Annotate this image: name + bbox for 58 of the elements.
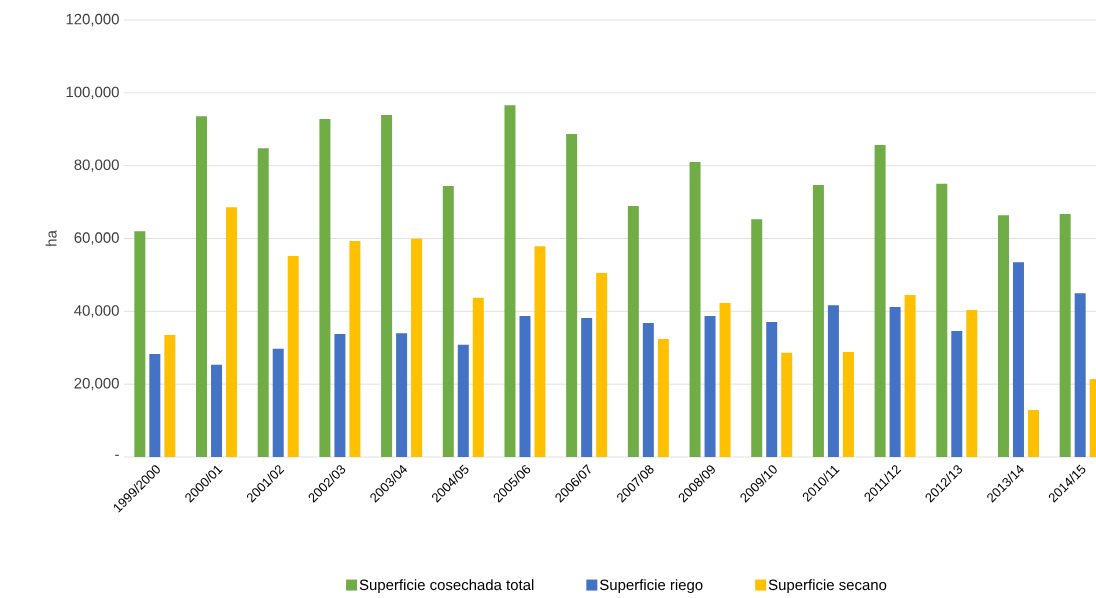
bar — [812, 184, 824, 457]
bar — [381, 115, 393, 457]
bar — [689, 162, 701, 457]
bar — [966, 309, 978, 457]
legend-label: Superficie secano — [768, 579, 887, 594]
y-tick-label: 120,000 — [66, 13, 119, 27]
bar — [951, 331, 963, 457]
bar — [627, 206, 639, 457]
bar — [566, 133, 578, 457]
bar — [751, 219, 763, 457]
bar — [936, 183, 948, 457]
bar — [257, 148, 269, 457]
bar — [211, 364, 223, 457]
bar — [904, 294, 916, 457]
bar — [1012, 262, 1024, 457]
bar — [504, 105, 516, 457]
bar — [1027, 410, 1039, 457]
y-axis-title: ha — [45, 230, 57, 246]
bar — [704, 316, 716, 457]
bar — [534, 246, 546, 457]
y-tick-label: 100,000 — [66, 86, 119, 99]
bar — [196, 116, 208, 457]
bar — [457, 344, 469, 457]
bar — [272, 348, 284, 457]
legend-label: Superficie riego — [600, 579, 703, 594]
bar — [642, 322, 654, 457]
bar — [226, 207, 238, 457]
bar — [164, 335, 176, 457]
bar — [472, 297, 484, 457]
bar — [442, 186, 454, 457]
y-tick-label: 20,000 — [74, 377, 119, 391]
bar — [287, 255, 299, 457]
legend-label: Superficie cosechada total — [359, 579, 534, 594]
bar — [334, 333, 346, 457]
y-tick-label: 60,000 — [74, 232, 119, 245]
bar — [349, 241, 361, 457]
y-tick-label: 40,000 — [74, 305, 119, 318]
bar — [134, 231, 146, 457]
bar — [411, 238, 423, 457]
bar — [781, 352, 793, 457]
bar — [827, 305, 839, 457]
bar — [319, 119, 331, 457]
bar — [842, 352, 854, 457]
bar — [396, 333, 408, 457]
bar — [997, 215, 1009, 457]
bar — [874, 144, 886, 457]
bar — [1059, 214, 1071, 457]
bar — [519, 316, 531, 457]
y-tick-label: 80,000 — [74, 159, 119, 172]
bar — [149, 353, 161, 457]
y-tick-label: - — [115, 454, 119, 456]
bar — [719, 302, 731, 457]
bar — [889, 306, 901, 457]
bar — [657, 339, 669, 457]
bar — [581, 317, 593, 457]
bar — [766, 321, 778, 457]
bar — [596, 273, 608, 457]
bar — [1074, 293, 1086, 457]
